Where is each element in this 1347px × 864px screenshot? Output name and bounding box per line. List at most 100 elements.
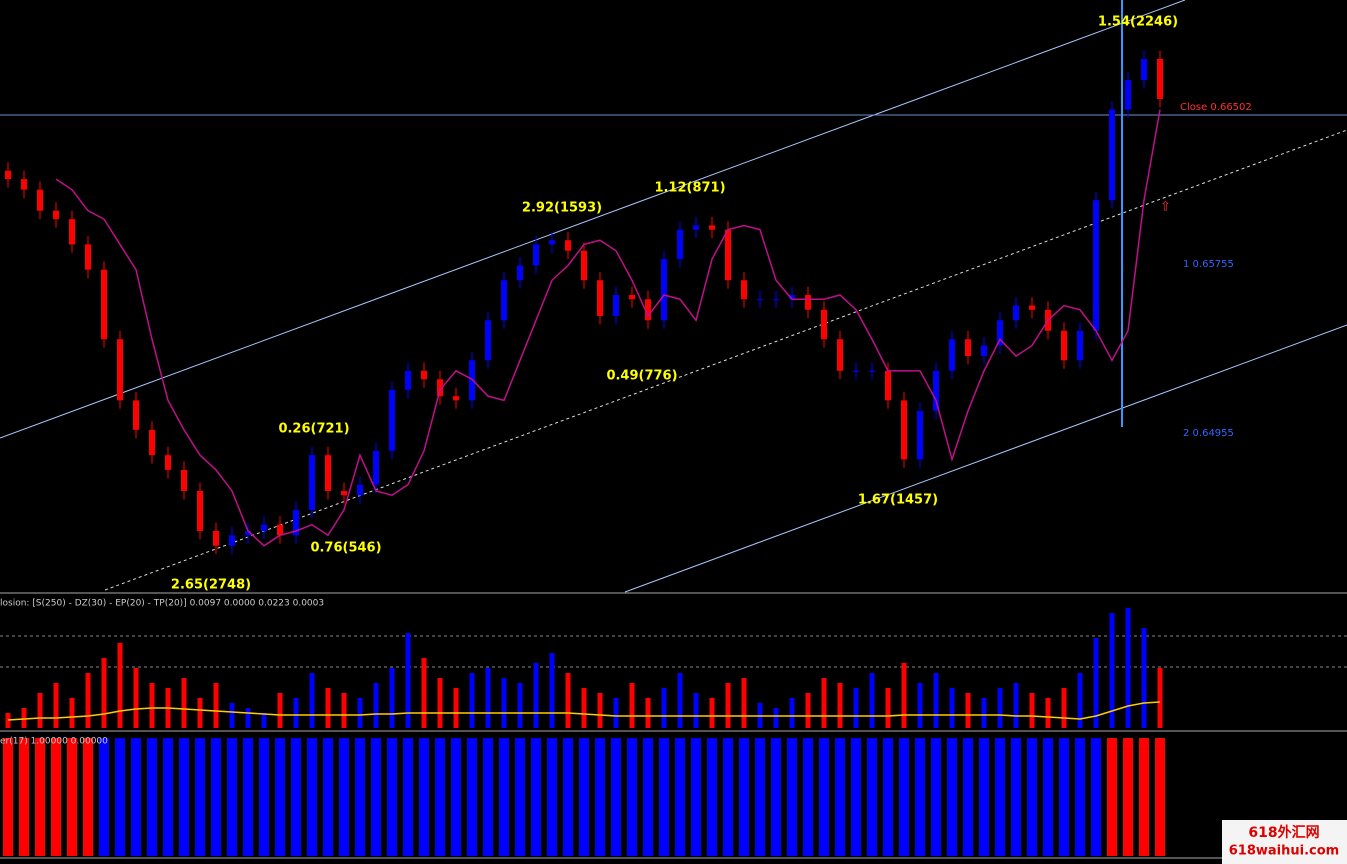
histogram-bar [549,653,555,728]
histogram-bar [995,738,1005,856]
histogram-bar [789,698,795,728]
histogram-bar [261,713,267,728]
wave-label: 0.26(721) [278,422,349,437]
histogram-bar [1125,608,1131,728]
histogram-bar [147,738,157,856]
histogram-bar [373,683,379,728]
histogram-bar [837,683,843,728]
histogram-bar [435,738,445,856]
histogram-bar [931,738,941,856]
histogram-bar [597,693,603,728]
histogram-bar [117,643,123,728]
candle-body [901,400,907,460]
histogram-bar [675,738,685,856]
candle-body [997,320,1003,346]
candle-body [341,490,347,496]
histogram-bar [1091,738,1101,856]
histogram-bar [563,738,573,856]
candle-body [5,170,11,180]
histogram-bar [197,698,203,728]
histogram-bar [483,738,493,856]
histogram-bar [389,668,395,728]
histogram-bar [725,683,731,728]
histogram-bar [1139,738,1149,856]
histogram-bar [899,738,909,856]
histogram-bar [997,688,1003,728]
histogram-bar [723,738,733,856]
histogram-bar [355,738,365,856]
candle-body [485,320,491,361]
candle-body [597,280,603,317]
histogram-bar [979,738,989,856]
histogram-bar [1013,683,1019,728]
histogram-bar [5,713,11,728]
histogram-bar [771,738,781,856]
histogram-bar [693,693,699,728]
candle-body [821,309,827,340]
watermark: 618waihui.com [1229,844,1339,859]
histogram-bar [901,663,907,728]
histogram-bar [307,738,317,856]
indicator-header: er(17) 1.00000 0.00000 [0,737,108,747]
candle-body [133,400,139,430]
candle-body [197,490,203,531]
histogram-bar [1077,673,1083,728]
candle-body [229,535,235,546]
histogram-bar [35,738,45,856]
histogram-bar [851,738,861,856]
histogram-bar [883,738,893,856]
histogram-bar [53,683,59,728]
candle-body [245,531,251,536]
histogram-bar [1155,738,1165,856]
histogram-bar [213,683,219,728]
histogram-bar [707,738,717,856]
histogram-bar [917,683,923,728]
candle-body [933,370,939,411]
candle-body [1061,330,1067,361]
candle-body [357,484,363,496]
histogram-bar [1043,738,1053,856]
wave-label: 1.67(1457) [858,493,938,508]
candle-body [1157,59,1163,100]
moving-average [55,109,1161,547]
histogram-bar [3,738,13,856]
candle-body [101,269,107,340]
histogram-bar [547,738,557,856]
histogram-bar [293,698,299,728]
candle-body [661,259,667,321]
histogram-bar [787,738,797,856]
histogram-bar [259,738,269,856]
histogram-bar [661,688,667,728]
wave-label: 2.92(1593) [522,201,602,216]
histogram-bar [1075,738,1085,856]
level-label: 1 0.65755 [1183,259,1234,270]
histogram-bar [629,683,635,728]
histogram-bar [115,738,125,856]
candle-body [373,450,379,485]
histogram-bar [821,678,827,728]
indicator-header: losion: [S(250) - DZ(30) - EP(20) - TP(2… [0,599,324,609]
candle-body [85,244,91,270]
candle-body [1141,59,1147,81]
histogram-bar [1107,738,1117,856]
candle-body [837,339,843,371]
histogram-bar [659,738,669,856]
histogram-bar [915,738,925,856]
histogram-bar [515,738,525,856]
candle-body [277,524,283,536]
candle-body [725,229,731,281]
candle-body [261,524,267,531]
histogram-bar [1029,693,1035,728]
histogram-bar [1061,688,1067,728]
watermark: 618外汇网 [1248,824,1319,841]
histogram-bar [211,738,221,856]
candle-body [309,455,315,510]
histogram-bar [467,738,477,856]
candle-body [805,295,811,310]
histogram-bar [643,738,653,856]
candle-body [981,345,987,357]
candle-body [949,339,955,371]
candle-body [1125,80,1131,110]
candle-body [533,244,539,266]
